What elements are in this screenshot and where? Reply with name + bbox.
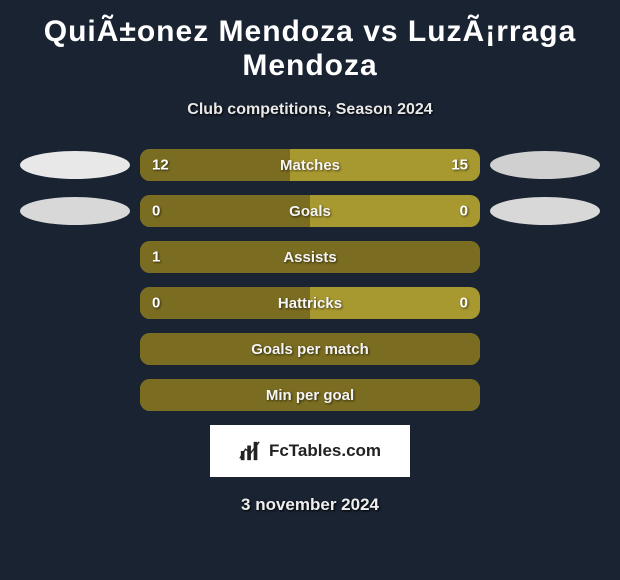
stat-row: 00Hattricks (0, 287, 620, 319)
stat-row: 00Goals (0, 195, 620, 227)
stat-bar: 00Hattricks (140, 287, 480, 319)
brand-text: FcTables.com (269, 441, 381, 461)
stats-area: 1215Matches 00Goals 1Assists 00Hattricks Goa… (0, 149, 620, 411)
stat-row: Goals per match (0, 333, 620, 365)
stat-bar: 00Goals (140, 195, 480, 227)
stat-bar: 1215Matches (140, 149, 480, 181)
page-title: QuiÃ±onez Mendoza vs LuzÃ¡rraga Mendoza (0, 15, 620, 83)
player-ellipse-right (490, 151, 600, 179)
player-ellipse-left (20, 151, 130, 179)
stat-bar: 1Assists (140, 241, 480, 273)
stat-row: Min per goal (0, 379, 620, 411)
stat-label: Hattricks (140, 295, 480, 312)
stat-row: 1215Matches (0, 149, 620, 181)
stat-bar: Goals per match (140, 333, 480, 365)
stat-label: Assists (140, 249, 480, 266)
brand-box: FcTables.com (210, 425, 410, 477)
stat-bar: Min per goal (140, 379, 480, 411)
stat-row: 1Assists (0, 241, 620, 273)
comparison-infographic: QuiÃ±onez Mendoza vs LuzÃ¡rraga Mendoza … (0, 0, 620, 515)
player-ellipse-right (490, 197, 600, 225)
stat-label: Min per goal (140, 387, 480, 404)
page-subtitle: Club competitions, Season 2024 (187, 101, 432, 119)
footer-date: 3 november 2024 (241, 495, 379, 515)
bar-chart-icon (239, 440, 261, 462)
stat-label: Matches (140, 157, 480, 174)
player-ellipse-left (20, 197, 130, 225)
stat-label: Goals per match (140, 341, 480, 358)
stat-label: Goals (140, 203, 480, 220)
